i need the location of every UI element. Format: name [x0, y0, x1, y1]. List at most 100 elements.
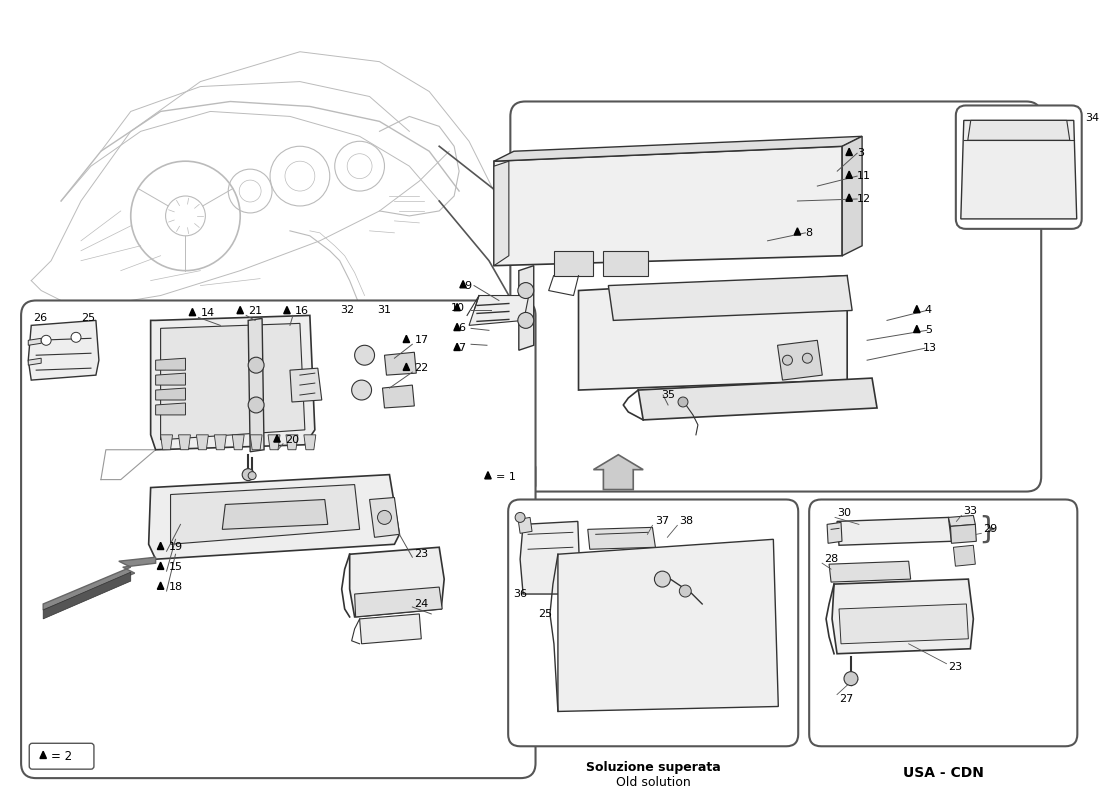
Polygon shape — [157, 562, 164, 570]
Polygon shape — [518, 518, 532, 534]
Text: 25: 25 — [538, 609, 552, 619]
Polygon shape — [284, 306, 290, 314]
FancyBboxPatch shape — [510, 102, 1042, 491]
Text: 11: 11 — [857, 171, 871, 181]
Polygon shape — [236, 306, 243, 314]
Polygon shape — [178, 435, 190, 450]
Circle shape — [249, 358, 264, 373]
Polygon shape — [494, 136, 862, 161]
Polygon shape — [249, 318, 264, 452]
Text: 25: 25 — [81, 314, 95, 323]
Text: eu.sparé: eu.sparé — [596, 358, 719, 383]
Polygon shape — [778, 340, 823, 380]
Text: 23: 23 — [415, 550, 429, 559]
Polygon shape — [157, 582, 164, 590]
Polygon shape — [155, 388, 186, 400]
Polygon shape — [43, 558, 155, 610]
Text: 16: 16 — [295, 306, 309, 317]
Text: 8: 8 — [805, 228, 813, 238]
Circle shape — [41, 335, 51, 346]
Polygon shape — [29, 320, 99, 380]
Text: 17: 17 — [415, 335, 429, 346]
Text: Soluzione superata: Soluzione superata — [586, 762, 720, 774]
Text: 7: 7 — [458, 343, 465, 354]
Polygon shape — [383, 385, 415, 408]
Polygon shape — [189, 309, 196, 316]
Circle shape — [352, 380, 372, 400]
Polygon shape — [155, 403, 186, 415]
Text: USA - CDN: USA - CDN — [903, 766, 983, 780]
Polygon shape — [846, 148, 852, 155]
Polygon shape — [157, 542, 164, 550]
Text: eu.sparé: eu.sparé — [596, 676, 719, 702]
Text: 24: 24 — [415, 599, 429, 609]
Polygon shape — [954, 546, 976, 566]
FancyBboxPatch shape — [810, 499, 1077, 746]
Polygon shape — [286, 435, 298, 450]
Text: 13: 13 — [923, 343, 937, 354]
Text: 12: 12 — [857, 194, 871, 204]
Text: eu.sparé: eu.sparé — [188, 358, 311, 383]
Polygon shape — [553, 250, 593, 276]
FancyBboxPatch shape — [476, 465, 536, 489]
Polygon shape — [304, 435, 316, 450]
Text: 29: 29 — [983, 524, 998, 534]
Text: 10: 10 — [451, 303, 465, 314]
Polygon shape — [558, 539, 779, 711]
Polygon shape — [454, 343, 461, 350]
Text: 32: 32 — [340, 306, 354, 315]
Polygon shape — [520, 522, 587, 594]
Polygon shape — [268, 435, 280, 450]
Text: }: } — [978, 515, 998, 544]
Circle shape — [242, 469, 254, 481]
Polygon shape — [454, 323, 461, 330]
Text: eu.sparé: eu.sparé — [608, 604, 697, 622]
Text: 3: 3 — [857, 148, 865, 158]
Polygon shape — [469, 295, 529, 326]
Polygon shape — [519, 266, 534, 350]
Text: 22: 22 — [415, 363, 429, 373]
Circle shape — [72, 332, 81, 342]
Text: 26: 26 — [33, 314, 47, 323]
Polygon shape — [914, 326, 920, 333]
Polygon shape — [914, 306, 920, 313]
Polygon shape — [29, 338, 41, 346]
Text: 15: 15 — [168, 562, 183, 572]
Text: = 2: = 2 — [51, 750, 73, 762]
Polygon shape — [832, 579, 974, 654]
Polygon shape — [587, 527, 656, 550]
Text: 6: 6 — [458, 323, 465, 334]
Polygon shape — [170, 485, 360, 544]
Circle shape — [802, 354, 812, 363]
Text: 20: 20 — [285, 435, 299, 445]
Text: 18: 18 — [168, 582, 183, 592]
Polygon shape — [839, 604, 968, 644]
Polygon shape — [214, 435, 227, 450]
Circle shape — [518, 313, 534, 328]
Polygon shape — [593, 454, 644, 490]
FancyBboxPatch shape — [956, 106, 1081, 229]
Text: eu.sparé: eu.sparé — [899, 604, 988, 622]
FancyBboxPatch shape — [21, 301, 536, 778]
Text: 14: 14 — [200, 309, 214, 318]
Polygon shape — [968, 120, 1070, 140]
Polygon shape — [403, 363, 409, 370]
Text: 9: 9 — [464, 281, 471, 290]
Text: 23: 23 — [948, 662, 962, 672]
Text: 19: 19 — [168, 542, 183, 552]
Polygon shape — [846, 194, 852, 202]
Polygon shape — [579, 276, 847, 390]
Text: 36: 36 — [513, 589, 527, 599]
Polygon shape — [638, 378, 877, 420]
Polygon shape — [948, 515, 976, 526]
Text: 35: 35 — [661, 390, 675, 400]
Circle shape — [354, 346, 374, 365]
Circle shape — [377, 510, 392, 524]
Text: 27: 27 — [839, 694, 854, 703]
Circle shape — [680, 585, 691, 597]
Text: 38: 38 — [680, 516, 693, 526]
Text: Old solution: Old solution — [616, 776, 691, 789]
Polygon shape — [222, 499, 328, 530]
Polygon shape — [827, 522, 842, 543]
FancyBboxPatch shape — [30, 743, 94, 769]
